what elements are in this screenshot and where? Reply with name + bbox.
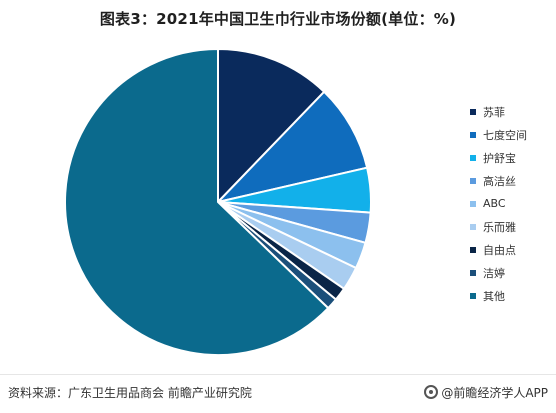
- legend-swatch: [470, 269, 476, 276]
- legend-label: 苏菲: [483, 105, 505, 119]
- legend-label: ABC: [483, 197, 506, 210]
- footer-divider: [0, 374, 556, 375]
- pie-slice-1: [217, 90, 369, 203]
- legend-item-6: 自由点: [470, 238, 527, 261]
- chart-title: 图表3：2021年中国卫生巾行业市场份额(单位：%): [99, 10, 457, 28]
- legend-label: 洁婷: [483, 266, 505, 280]
- legend-item-5: 乐而雅: [470, 215, 527, 238]
- legend-swatch: [470, 200, 476, 207]
- legend-swatch: [470, 246, 476, 253]
- legend-label: 护舒宝: [483, 151, 516, 165]
- legend-item-0: 苏菲: [470, 100, 527, 123]
- brand-logo-icon: [424, 385, 439, 399]
- source-note: 资料来源：广东卫生用品商会 前瞻产业研究院: [8, 385, 252, 400]
- legend-swatch: [470, 223, 476, 230]
- chart-legend: 苏菲七度空间护舒宝高洁丝 ABC 乐而雅自由点洁婷其他: [470, 100, 527, 307]
- legend-label: 自由点: [483, 243, 516, 257]
- legend-item-8: 其他: [470, 284, 527, 307]
- legend-item-2: 护舒宝: [470, 146, 527, 169]
- legend-label: 七度空间: [483, 128, 527, 142]
- legend-item-4: ABC: [470, 192, 527, 215]
- brand-credit: @前瞻经济学人APP: [424, 384, 548, 401]
- footer: 资料来源：广东卫生用品商会 前瞻产业研究院 @前瞻经济学人APP: [8, 381, 548, 403]
- pie-slice-0: [217, 48, 326, 203]
- legend-label: 高洁丝: [483, 174, 516, 188]
- legend-label: 其他: [483, 289, 505, 303]
- legend-swatch: [470, 292, 476, 299]
- legend-item-1: 七度空间: [470, 123, 527, 146]
- legend-swatch: [470, 177, 476, 184]
- brand-text: @前瞻经济学人APP: [441, 385, 548, 400]
- legend-label: 乐而雅: [483, 220, 516, 234]
- pie-slice-8: [64, 48, 330, 356]
- legend-swatch: [470, 154, 476, 161]
- legend-swatch: [470, 108, 476, 115]
- legend-item-7: 洁婷: [470, 261, 527, 284]
- legend-swatch: [470, 131, 476, 138]
- legend-item-3: 高洁丝: [470, 169, 527, 192]
